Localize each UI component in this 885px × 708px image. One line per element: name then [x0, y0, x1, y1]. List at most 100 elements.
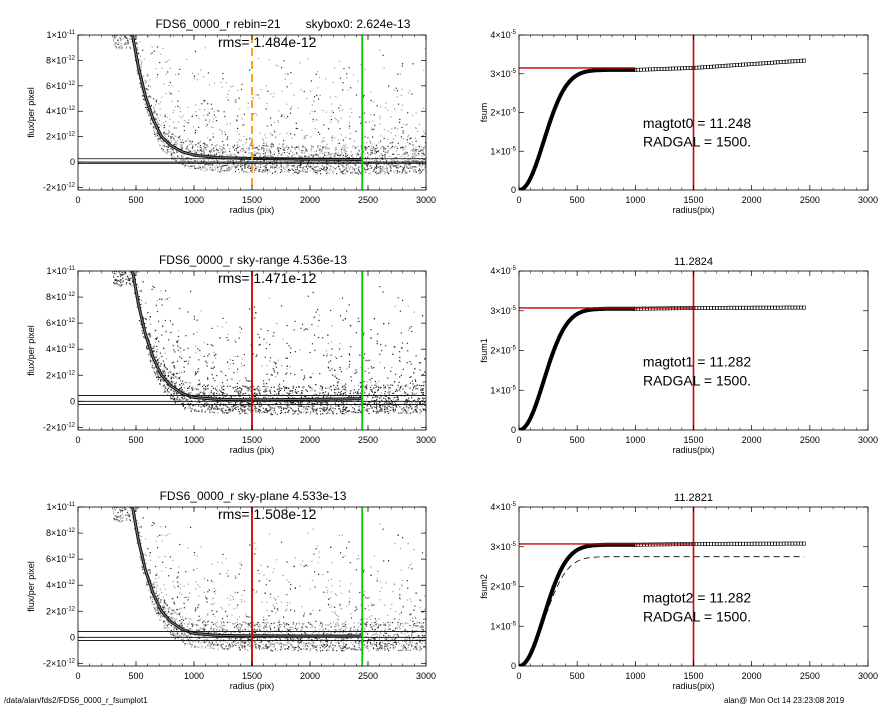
- scatter-point: [322, 109, 324, 111]
- scatter-point: [113, 39, 115, 41]
- scatter-point: [259, 402, 261, 404]
- scatter-point: [310, 376, 312, 378]
- scatter-point: [172, 133, 175, 135]
- scatter-point: [288, 147, 290, 149]
- scatter-point: [221, 326, 223, 328]
- scatter-point: [318, 76, 321, 78]
- scatter-point: [275, 137, 277, 139]
- scatter-point: [204, 170, 206, 172]
- scatter-point: [256, 114, 258, 116]
- scatter-point: [411, 404, 413, 406]
- scatter-point: [208, 406, 210, 408]
- scatter-point: [303, 329, 305, 331]
- scatter-point: [373, 399, 375, 402]
- scatter-point: [369, 379, 371, 381]
- scatter-point: [364, 147, 367, 149]
- scatter-point: [326, 167, 328, 169]
- scatter-point: [173, 143, 175, 146]
- scatter-point: [377, 412, 379, 414]
- scatter-point: [332, 111, 334, 113]
- scatter-point: [165, 367, 167, 369]
- scatter-point: [281, 153, 284, 155]
- scatter-point: [170, 141, 172, 143]
- scatter-point: [318, 319, 320, 322]
- scatter-point: [249, 138, 251, 140]
- scatter-point: [344, 409, 346, 411]
- scatter-point: [248, 152, 250, 154]
- scatter-point: [328, 367, 330, 369]
- scatter-point: [331, 153, 333, 155]
- scatter-point: [278, 391, 280, 393]
- scatter-point: [192, 386, 194, 388]
- scatter-point: [354, 391, 357, 393]
- scatter-point: [183, 154, 185, 156]
- scatter-point: [275, 393, 278, 395]
- scatter-point: [273, 92, 275, 94]
- scatter-point: [329, 360, 332, 362]
- scatter-point: [306, 150, 309, 152]
- scatter-point: [256, 152, 258, 154]
- scatter-point: [330, 115, 332, 117]
- scatter-point: [317, 154, 319, 156]
- scatter-point: [345, 156, 347, 158]
- scatter-point: [158, 320, 160, 322]
- scatter-point: [340, 355, 342, 357]
- scatter-point: [364, 163, 366, 165]
- scatter-point: [300, 412, 302, 414]
- fsum-point: [685, 66, 690, 71]
- scatter-point: [300, 89, 302, 91]
- scatter-point: [290, 82, 292, 84]
- scatter-point: [271, 134, 273, 136]
- scatter-point: [342, 401, 344, 403]
- scatter-point: [253, 389, 255, 391]
- scatter-point: [188, 360, 190, 362]
- scatter-point: [127, 26, 128, 27]
- scatter-point: [207, 114, 209, 116]
- scatter-point: [193, 149, 195, 151]
- scatter-point: [292, 154, 294, 156]
- scatter-point: [156, 114, 158, 116]
- scatter-point: [138, 320, 141, 322]
- scatter-point: [288, 393, 290, 395]
- scatter-point: [273, 407, 275, 409]
- scatter-point: [317, 165, 319, 168]
- scatter-point: [148, 354, 150, 356]
- scatter-point: [273, 153, 275, 155]
- scatter-point: [241, 401, 243, 403]
- scatter-point: [311, 154, 313, 156]
- scatter-point: [124, 259, 125, 260]
- scatter-point: [412, 394, 414, 396]
- scatter-point: [224, 148, 226, 150]
- scatter-point: [173, 138, 175, 140]
- scatter-point: [292, 169, 294, 171]
- scatter-point: [419, 362, 422, 364]
- scatter-point: [177, 155, 179, 157]
- scatter-point: [238, 97, 240, 99]
- scatter-point: [228, 166, 230, 168]
- fsum-point: [799, 58, 804, 63]
- scatter-point: [411, 153, 413, 155]
- scatter-point: [259, 153, 261, 155]
- scatter-point: [120, 34, 121, 35]
- scatter-point: [254, 153, 257, 155]
- scatter-point: [336, 413, 338, 415]
- scatter-point: [269, 390, 271, 392]
- scatter-point: [417, 153, 420, 155]
- scatter-point: [290, 150, 292, 152]
- scatter-point: [271, 143, 273, 145]
- scatter-point: [160, 369, 162, 371]
- scatter-point: [371, 377, 373, 379]
- scatter-point: [222, 392, 224, 394]
- scatter-point: [228, 409, 230, 411]
- scatter-point: [124, 254, 125, 255]
- scatter-point: [396, 399, 398, 401]
- scatter-point: [325, 151, 327, 153]
- scatter-point: [170, 389, 172, 391]
- scatter-point: [321, 388, 323, 390]
- scatter-point: [409, 401, 411, 403]
- scatter-point: [322, 139, 324, 141]
- scatter-point: [194, 167, 196, 169]
- scatter-point: [395, 390, 397, 392]
- scatter-point: [360, 173, 362, 175]
- scatter-point: [391, 164, 393, 166]
